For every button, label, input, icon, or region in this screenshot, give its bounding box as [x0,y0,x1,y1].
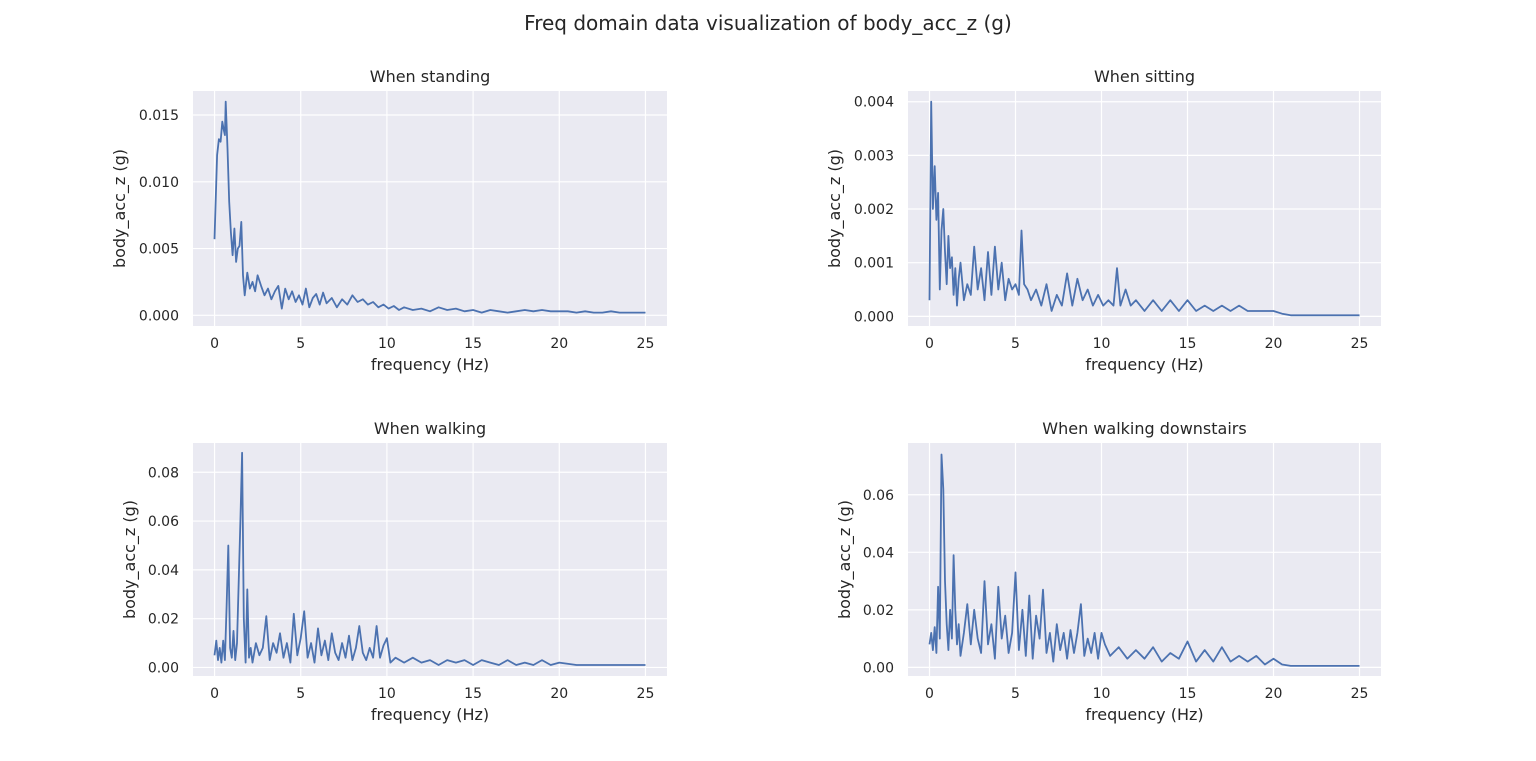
x-tick-label: 20 [1265,336,1283,352]
panel-walking-downstairs: 0 5 10 15 20 25 0.00 0.02 0.04 0.06 When walking d… [835,419,1381,724]
x-tick-label: 0 [210,336,219,352]
y-axis-label-standing: body_acc_z (g) [110,149,130,268]
y-tick-label: 0.02 [863,603,894,619]
x-tick-label: 10 [1093,336,1111,352]
y-tick-label: 0.004 [854,95,894,111]
x-tick-label: 25 [637,336,655,352]
y-tick-label: 0.005 [139,242,179,258]
x-tick-label: 20 [1265,686,1283,702]
y-tick-label: 0.00 [148,660,179,676]
y-axis-label-walking: body_acc_z (g) [120,500,140,619]
panel-title-walking-downstairs: When walking downstairs [1042,419,1246,438]
y-tick-label: 0.06 [148,514,179,530]
panel-standing: 0 5 10 15 20 25 0.000 0.005 0.010 0.015 When stand… [110,67,667,374]
y-tick-label: 0.002 [854,202,894,218]
x-tick-label: 15 [464,336,482,352]
x-tick-label: 15 [1179,686,1197,702]
x-tick-label: 15 [464,686,482,702]
y-tick-label: 0.00 [863,660,894,676]
panel-title-standing: When standing [370,67,490,86]
y-tick-label: 0.08 [148,465,179,481]
x-axis-label-standing: frequency (Hz) [371,355,489,374]
y-tick-label: 0.000 [854,309,894,325]
series-line-standing [213,100,646,314]
y-tick-label: 0.003 [854,148,894,164]
plot-area-standing [193,91,667,326]
x-axis-label-walking: frequency (Hz) [371,705,489,724]
x-tick-label: 10 [378,336,396,352]
y-tick-label: 0.000 [139,308,179,324]
x-tick-label: 5 [1011,336,1020,352]
x-tick-label: 25 [1351,686,1369,702]
panel-walking: 0 5 10 15 20 25 0.00 0.02 0.04 0.06 0.08 When walki… [120,419,667,724]
y-axis-label-sitting: body_acc_z (g) [825,149,845,268]
panel-title-walking: When walking [374,419,486,438]
panel-title-sitting: When sitting [1094,67,1195,86]
x-tick-label: 0 [210,686,219,702]
series-line-walking [213,451,646,666]
y-tick-label: 0.010 [139,175,179,191]
y-tick-label: 0.015 [139,108,179,124]
x-tick-label: 10 [378,686,396,702]
panel-sitting: 0 5 10 15 20 25 0.000 0.001 0.002 0.003 0.004 When … [825,67,1381,374]
x-tick-label: 0 [925,686,934,702]
y-axis-label-walking-downstairs: body_acc_z (g) [835,500,855,619]
series-line-walking-downstairs [928,453,1360,667]
x-tick-label: 5 [1011,686,1020,702]
y-tick-label: 0.04 [148,563,179,579]
x-tick-label: 20 [550,336,568,352]
x-tick-label: 0 [925,336,934,352]
x-axis-label-sitting: frequency (Hz) [1085,355,1203,374]
x-tick-label: 25 [637,686,655,702]
x-tick-label: 10 [1093,686,1111,702]
x-axis-label-walking-downstairs: frequency (Hz) [1085,705,1203,724]
x-tick-label: 5 [296,336,305,352]
y-tick-label: 0.06 [863,488,894,504]
y-tick-label: 0.04 [863,545,894,561]
x-tick-label: 20 [550,686,568,702]
x-tick-label: 5 [296,686,305,702]
figure-title: Freq domain data visualization of body_a… [524,11,1012,35]
plot-area-walking [193,443,667,676]
y-tick-label: 0.02 [148,612,179,628]
x-tick-label: 15 [1179,336,1197,352]
x-tick-label: 25 [1351,336,1369,352]
y-tick-label: 0.001 [854,256,894,272]
series-line-sitting [928,100,1360,317]
